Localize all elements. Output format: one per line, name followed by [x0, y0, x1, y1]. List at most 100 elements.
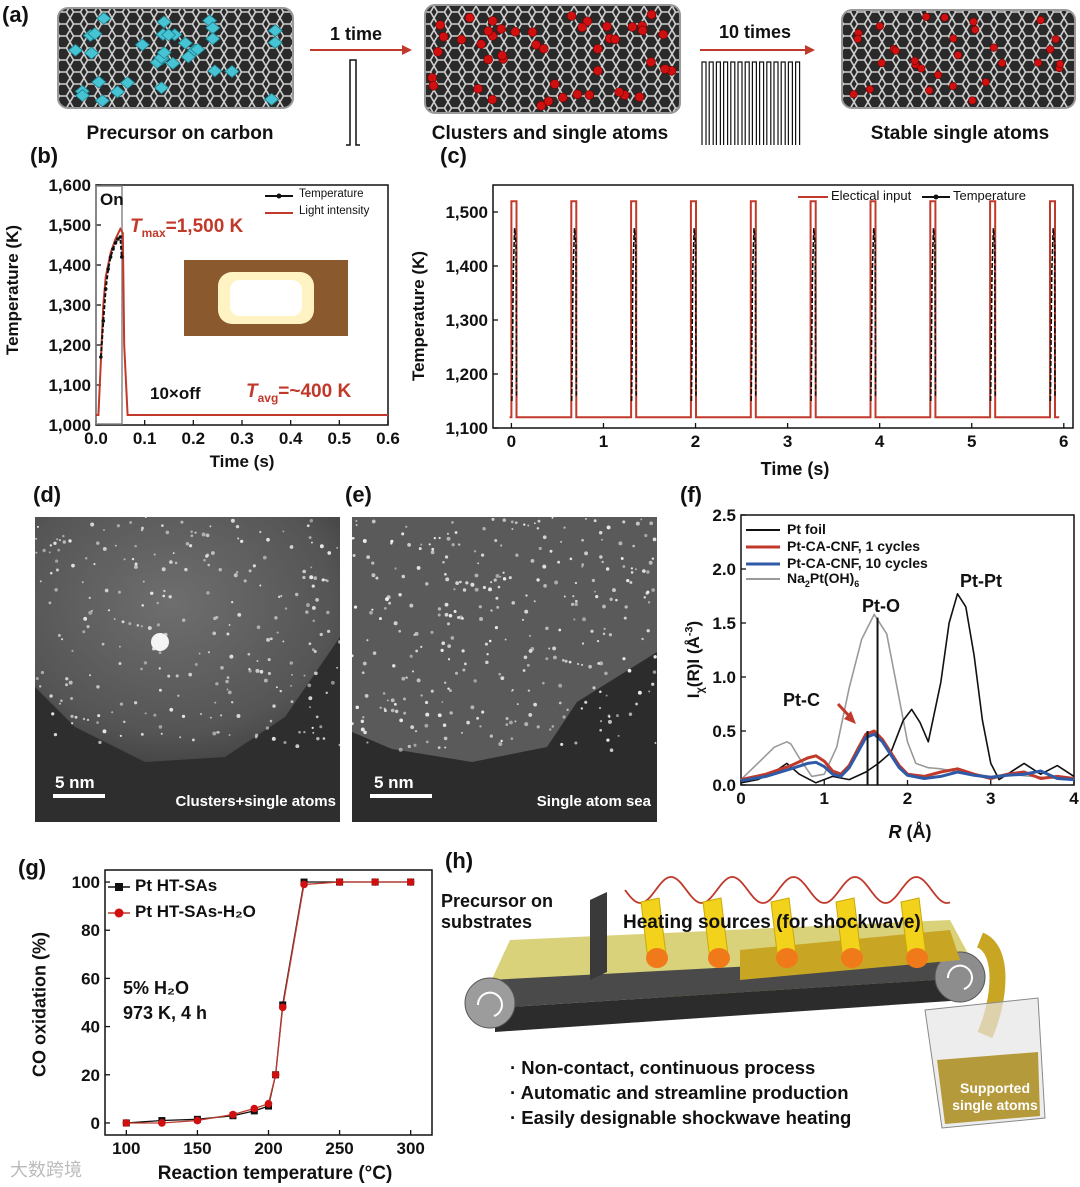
- pt-atom: [997, 58, 1007, 68]
- atom-dot: [536, 527, 540, 530]
- atom-dot: [593, 590, 596, 593]
- atom-dot: [595, 595, 599, 599]
- atom-dot: [212, 631, 217, 636]
- pt-ht-sas-h2o-point: [278, 1003, 287, 1012]
- atom-dot: [398, 629, 402, 633]
- atom-dot: [182, 618, 186, 622]
- temperature-point: [118, 235, 123, 239]
- atom-dot: [489, 734, 493, 738]
- y-tick-label: 2.5: [712, 506, 736, 525]
- atom-dot: [65, 683, 68, 687]
- atom-dot: [446, 536, 451, 541]
- atom-dot: [313, 650, 317, 654]
- atom-dot: [220, 714, 223, 717]
- atom-dot: [311, 726, 314, 730]
- atom-dot: [416, 565, 421, 570]
- atom-dot: [308, 642, 312, 646]
- stem-image-e: 5 nm Single atom sea: [352, 517, 657, 822]
- atom-dot: [35, 537, 38, 540]
- precursor-atom: [96, 11, 112, 25]
- electrical-input-line: [509, 200, 1060, 419]
- precursor-atom: [94, 94, 111, 108]
- precursor-atom: [160, 28, 177, 42]
- atom-dot: [203, 558, 206, 562]
- atom-dot: [490, 609, 493, 612]
- heater-tip: [646, 948, 668, 968]
- atom-dot: [118, 645, 121, 648]
- atom-dot: [465, 581, 469, 585]
- atom-dot: [169, 560, 173, 564]
- precursor-atom: [267, 36, 283, 50]
- conveyor-belt-front: [495, 978, 965, 1032]
- panel-h-figure: [464, 876, 1046, 1129]
- atom-dot: [256, 625, 261, 630]
- pt-atom: [487, 94, 498, 105]
- pt-atom: [435, 20, 446, 30]
- legend-pt-ht-sas: Pt HT-SAs: [135, 876, 218, 895]
- atom-dot: [366, 555, 371, 560]
- atom-dot: [191, 738, 195, 742]
- caption-d: Clusters+single atoms: [175, 793, 336, 810]
- legend-light-b: Light intensity: [299, 205, 370, 217]
- atom-dot: [272, 704, 276, 708]
- temperature-point: [99, 355, 103, 359]
- atom-dot: [390, 539, 394, 543]
- atom-dot: [568, 660, 572, 664]
- off-label: 10×off: [150, 384, 201, 403]
- x-tick-label: 3: [783, 432, 792, 451]
- atom-dot: [265, 726, 270, 730]
- atom-dot: [637, 690, 642, 695]
- atom-dot: [136, 624, 140, 627]
- tavg-annotation: Tavg=~400 K: [246, 381, 352, 405]
- x-tick-label: 3: [986, 789, 995, 808]
- atom-dot: [362, 661, 367, 666]
- atom-dot: [325, 691, 328, 695]
- atom-dot: [134, 565, 138, 569]
- atom-dot: [562, 715, 566, 719]
- y-tick-label: 1,300: [445, 311, 488, 330]
- y-tick-label: 1,400: [48, 256, 91, 275]
- atom-dot: [107, 609, 111, 612]
- atom-dot: [495, 596, 499, 600]
- precursor-atom: [165, 56, 181, 70]
- x-tick-label: 0: [507, 432, 516, 451]
- pt-atom: [483, 54, 493, 65]
- label-pt-c: Pt-C: [783, 690, 820, 710]
- atom-dot: [372, 651, 377, 655]
- atom-dot: [59, 702, 61, 705]
- pt-ht-sas-h2o-point: [158, 1119, 166, 1127]
- atom-dot: [551, 517, 554, 519]
- pt-atom: [527, 27, 538, 37]
- atom-dot: [295, 744, 300, 749]
- pulse: [708, 61, 714, 145]
- legend-g: [108, 883, 130, 918]
- atom-dot: [516, 703, 519, 706]
- panel-label-c: (c): [440, 143, 467, 168]
- atom-dot: [321, 578, 325, 582]
- atom-dot: [491, 517, 495, 521]
- atom-dot: [632, 544, 635, 548]
- atom-dot: [141, 526, 144, 530]
- x-tick-label: 150: [183, 1139, 211, 1158]
- atom-dot: [131, 557, 135, 561]
- atom-dot: [230, 701, 234, 704]
- heater-tip: [708, 948, 730, 968]
- atom-dot: [514, 720, 517, 723]
- atom-dot: [524, 609, 529, 614]
- atom-dot: [528, 649, 533, 653]
- atom-dot: [430, 630, 434, 635]
- atom-dot: [393, 702, 397, 706]
- atom-dot: [236, 713, 241, 718]
- atom-dot: [165, 530, 170, 535]
- atom-dot: [599, 661, 604, 666]
- atom-dot: [527, 524, 530, 527]
- atom-dot: [290, 700, 294, 704]
- atom-dot: [168, 595, 172, 599]
- atom-dot: [201, 532, 206, 537]
- atom-dot: [623, 616, 627, 620]
- atom-dot: [65, 677, 69, 681]
- atom-dot: [163, 589, 166, 593]
- atom-dot: [227, 690, 232, 695]
- atom-dot: [454, 531, 458, 534]
- precursor-atom: [67, 43, 84, 57]
